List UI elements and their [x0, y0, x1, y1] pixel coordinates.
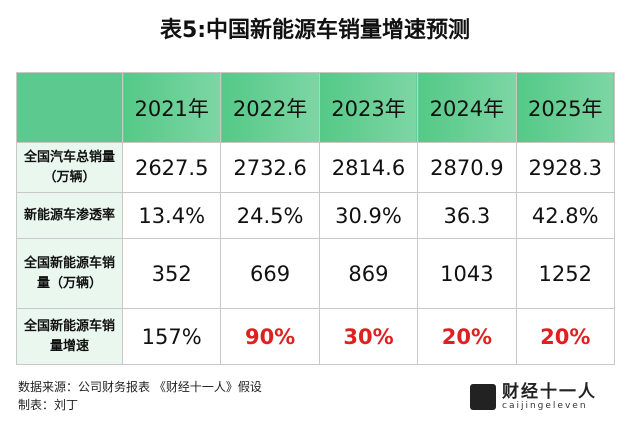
table-cell: 2814.6 — [318, 142, 419, 193]
table-cell: 30.9% — [318, 192, 419, 239]
column-header: 2022年 — [220, 72, 320, 143]
table-cell: 13.4% — [121, 192, 222, 239]
column-header: 2025年 — [515, 72, 615, 143]
table-cell: 1252 — [515, 238, 615, 309]
table-cell: 42.8% — [515, 192, 615, 239]
row-label: 新能源车渗透率 — [16, 192, 123, 239]
table-cell: 1043 — [417, 238, 517, 309]
table-row: 全国汽车总销量（万辆） 2627.5 2732.6 2814.6 2870.9 … — [16, 142, 615, 193]
table-cell: 352 — [121, 238, 222, 309]
table-cell: 869 — [318, 238, 419, 309]
table-cell: 2627.5 — [121, 142, 222, 193]
header-corner — [16, 72, 123, 143]
column-header: 2023年 — [318, 72, 419, 143]
table-row: 新能源车渗透率 13.4% 24.5% 30.9% 36.3 42.8% — [16, 192, 615, 239]
table-cell-highlight: 20% — [417, 308, 517, 365]
table-cell: 36.3 — [417, 192, 517, 239]
author-note: 制表：刘丁 — [18, 398, 79, 412]
table-row: 全国新能源车销量（万辆） 352 669 869 1043 1252 — [16, 238, 615, 309]
row-label: 全国汽车总销量（万辆） — [16, 142, 123, 193]
header-row: 2021年 2022年 2023年 2024年 2025年 — [16, 72, 615, 143]
column-header: 2024年 — [417, 72, 517, 143]
column-header: 2021年 — [121, 72, 222, 143]
brand-logo: 财经十一人 caijingeleven — [470, 380, 610, 414]
footer: 数据来源：公司财务报表 《财经十一人》假设 制表：刘丁 — [18, 378, 262, 414]
forecast-table: 2021年 2022年 2023年 2024年 2025年 全国汽车总销量（万辆… — [16, 72, 615, 365]
table-cell: 669 — [220, 238, 320, 309]
table-cell: 24.5% — [220, 192, 320, 239]
logo-name-en: caijingeleven — [502, 400, 588, 411]
table-cell: 157% — [121, 308, 222, 365]
logo-name-cn: 财经十一人 — [502, 381, 597, 402]
table-cell: 2870.9 — [417, 142, 517, 193]
page-title: 表5:中国新能源车销量增速预测 — [159, 18, 471, 43]
table-cell: 2732.6 — [220, 142, 320, 193]
table-cell-highlight: 20% — [515, 308, 615, 365]
row-label: 全国新能源车销量增速 — [16, 308, 123, 365]
logo-mark-icon — [470, 384, 496, 410]
row-label: 全国新能源车销量（万辆） — [16, 238, 123, 309]
table-cell: 2928.3 — [515, 142, 615, 193]
table-row: 全国新能源车销量增速 157% 90% 30% 20% 20% — [16, 308, 615, 365]
table-cell-highlight: 90% — [220, 308, 320, 365]
source-note: 数据来源：公司财务报表 《财经十一人》假设 — [18, 380, 262, 394]
table-cell-highlight: 30% — [318, 308, 419, 365]
